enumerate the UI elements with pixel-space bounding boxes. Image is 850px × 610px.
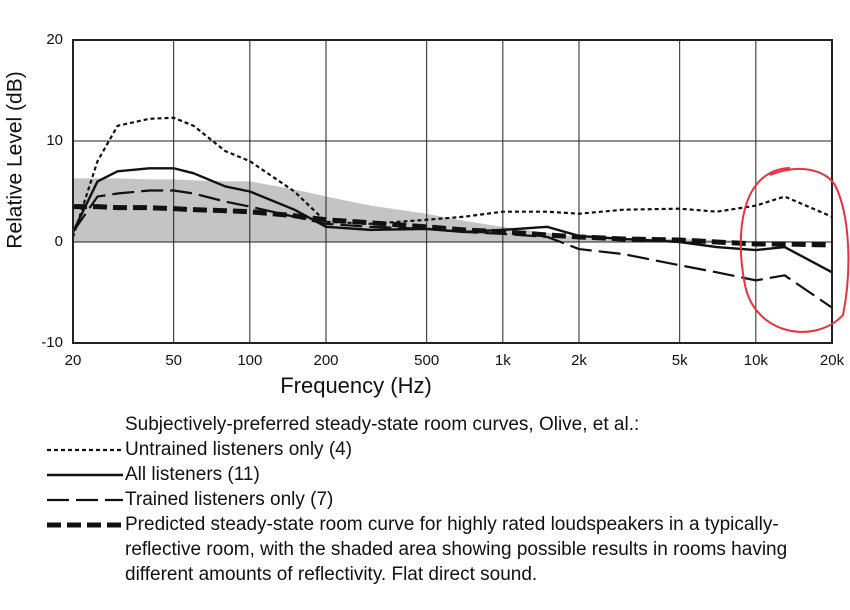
y-tick-label: 10 (46, 132, 63, 149)
legend-swatch (47, 498, 123, 502)
x-tick-label: 1k (495, 352, 511, 369)
x-tick-label: 50 (165, 352, 182, 369)
legend-swatch (47, 473, 123, 477)
red-circle (739, 167, 850, 333)
legend-label: All listeners (11) (125, 464, 260, 485)
legend-label: Predicted steady-state room curve for hi… (125, 514, 788, 585)
y-tick-label: 0 (55, 233, 63, 250)
legend-label: Untrained listeners only (4) (125, 439, 353, 460)
x-tick-label: 500 (414, 352, 439, 369)
legend-title: Subjectively-preferred steady-state room… (125, 414, 640, 435)
y-axis-label: Relative Level (dB) (4, 71, 27, 248)
line-series (71, 167, 833, 274)
x-axis-label: Frequency (Hz) (280, 373, 432, 398)
legend-item: Untrained listeners only (4) (45, 437, 835, 462)
x-tick-label: 5k (672, 352, 688, 369)
legend-item: Trained listeners only (7) (45, 487, 835, 512)
plot-frame (72, 39, 833, 344)
x-tick-label: 20 (65, 352, 82, 369)
x-tick-label: 200 (313, 352, 338, 369)
x-tick-label: 10k (744, 352, 769, 369)
line-series (71, 116, 833, 238)
legend-swatch (47, 448, 123, 452)
x-tick-label: 2k (571, 352, 587, 369)
legend-label: Trained listeners only (7) (125, 489, 334, 510)
shaded-area (73, 178, 832, 242)
y-tick-label: 20 (46, 31, 63, 48)
legend: Subjectively-preferred steady-state room… (45, 412, 835, 587)
legend-item: Predicted steady-state room curve for hi… (45, 512, 835, 587)
line-series (73, 204, 833, 248)
legend-swatch (47, 522, 123, 528)
chart: Frequency (Hz) Relative Level (dB) 20 50 1… (4, 31, 850, 398)
legend-item: All listeners (11) (45, 462, 835, 487)
x-tick-label: 20k (820, 352, 845, 369)
x-tick-label: 100 (237, 352, 262, 369)
y-tick-label: -10 (41, 334, 63, 351)
line-series (72, 189, 833, 309)
